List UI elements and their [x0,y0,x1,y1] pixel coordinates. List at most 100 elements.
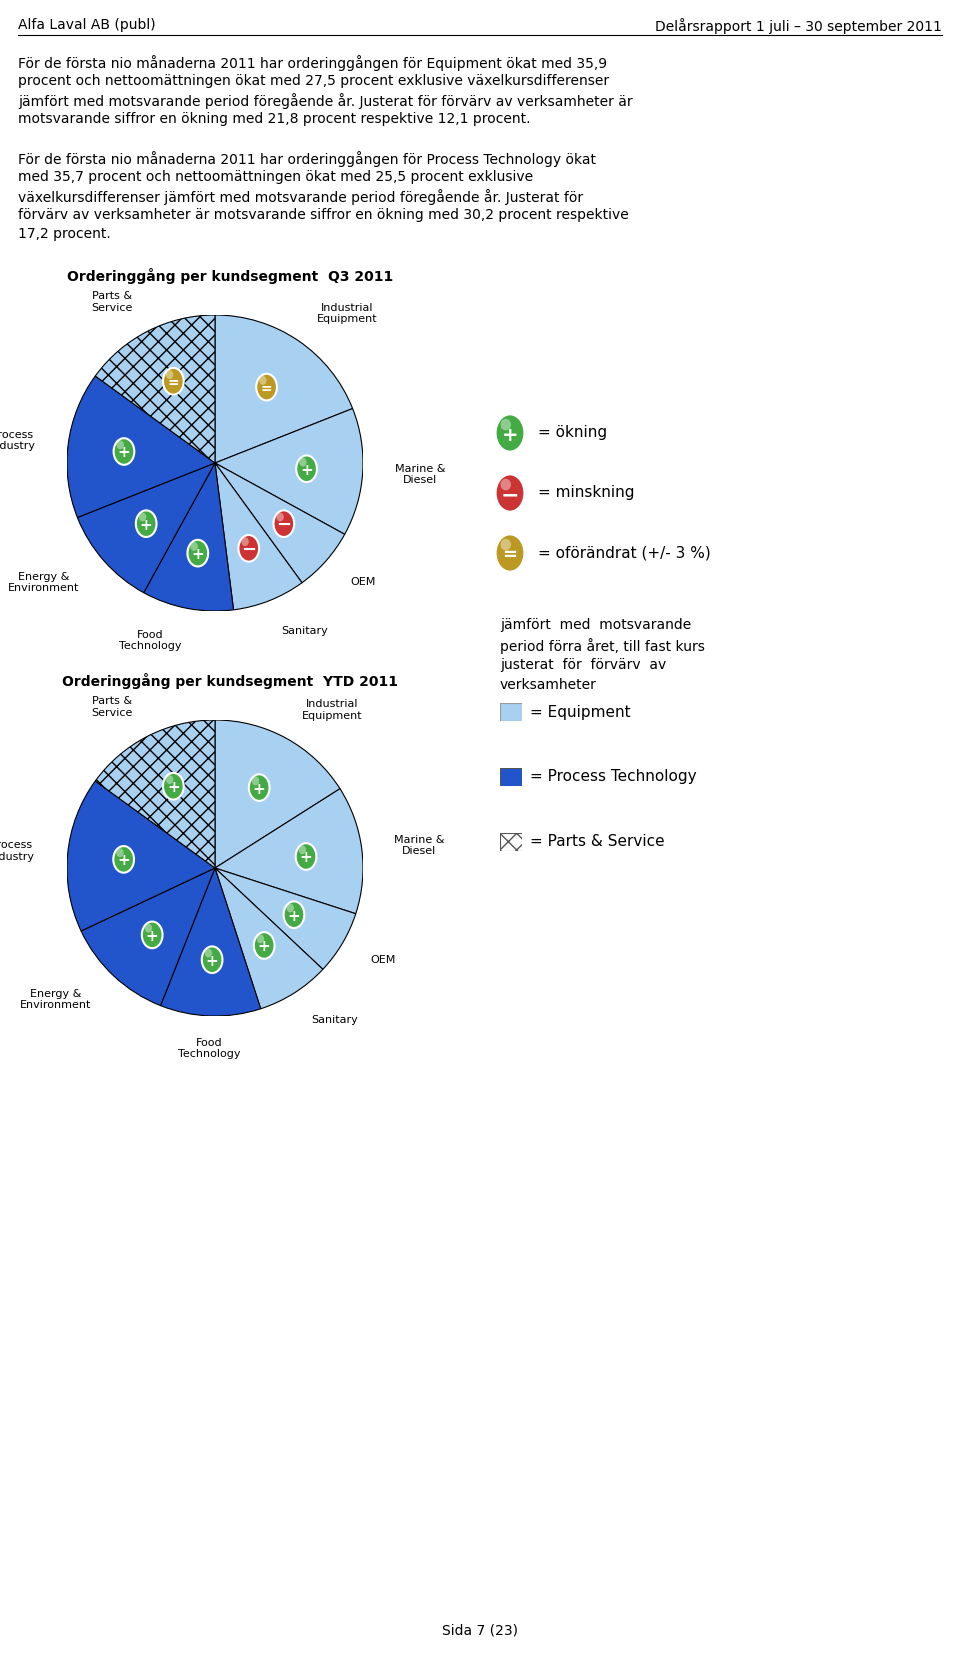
Text: +: + [288,909,300,924]
Text: =: = [168,376,180,389]
Text: = oförändrat (+/- 3 %): = oförändrat (+/- 3 %) [538,545,710,560]
Text: −: − [276,517,292,534]
Text: 17,2 procent.: 17,2 procent. [18,228,110,241]
Ellipse shape [142,921,162,949]
Text: +: + [146,929,158,944]
Wedge shape [215,720,340,868]
Text: Sida 7 (23): Sida 7 (23) [442,1624,518,1637]
Ellipse shape [297,455,317,482]
Ellipse shape [249,774,270,801]
Text: Marine &
Diesel: Marine & Diesel [395,834,444,856]
Text: +: + [300,462,313,477]
Ellipse shape [190,542,198,550]
Ellipse shape [202,946,223,972]
Text: +: + [117,445,131,460]
Text: = ökning: = ökning [538,425,607,440]
Text: +: + [252,781,266,796]
Text: Energy &
Environment: Energy & Environment [20,989,91,1010]
Text: = Process Technology: = Process Technology [530,770,697,784]
Ellipse shape [256,934,264,944]
Ellipse shape [163,367,183,394]
Text: För de första nio månaderna 2011 har orderinggången för Equipment ökat med 35,9: För de första nio månaderna 2011 har ord… [18,55,607,71]
Ellipse shape [135,510,156,537]
Text: +: + [140,517,153,532]
Ellipse shape [500,419,511,430]
Text: OEM: OEM [350,577,375,587]
Text: Food
Technology: Food Technology [178,1037,241,1059]
Ellipse shape [116,848,124,858]
Text: motsvarande siffror en ökning med 21,8 procent respektive 12,1 procent.: motsvarande siffror en ökning med 21,8 p… [18,111,531,126]
Ellipse shape [166,774,174,784]
Text: med 35,7 procent och nettoomättningen ökat med 25,5 procent exklusive: med 35,7 procent och nettoomättningen ök… [18,170,533,184]
Ellipse shape [204,949,212,957]
Text: +: + [117,853,130,868]
Text: period förra året, till fast kurs: period förra året, till fast kurs [500,638,705,653]
Ellipse shape [276,512,284,522]
Wedge shape [215,316,352,464]
Ellipse shape [495,534,525,572]
Ellipse shape [256,374,276,401]
Wedge shape [95,720,215,868]
Ellipse shape [116,440,124,449]
Text: = minskning: = minskning [538,485,635,500]
Ellipse shape [299,846,306,854]
Text: Food
Technology: Food Technology [119,630,181,652]
Text: Parts &
Service: Parts & Service [91,696,133,718]
Text: Sanitary: Sanitary [312,1015,358,1025]
Ellipse shape [296,843,317,869]
Ellipse shape [113,439,134,465]
Ellipse shape [163,773,183,799]
Ellipse shape [500,479,511,490]
Text: procent och nettoomättningen ökat med 27,5 procent exklusive växelkursdifferense: procent och nettoomättningen ökat med 27… [18,75,610,88]
Text: +: + [191,547,204,562]
Text: +: + [502,425,518,445]
Text: Alfa Laval AB (publ): Alfa Laval AB (publ) [18,18,156,32]
Text: Marine &
Diesel: Marine & Diesel [396,464,445,485]
Text: +: + [300,851,312,866]
Text: jämfört med motsvarande period föregående år. Justerat för förvärv av verksamhet: jämfört med motsvarande period föregåend… [18,93,633,110]
Wedge shape [67,376,215,517]
Wedge shape [215,789,363,914]
Text: OEM: OEM [371,956,396,966]
Ellipse shape [187,540,208,567]
Text: förvärv av verksamheter är motsvarande siffror en ökning med 30,2 procent respek: förvärv av verksamheter är motsvarande s… [18,208,629,223]
Text: Process
Industry: Process Industry [0,841,36,863]
Ellipse shape [495,414,525,452]
Text: växelkursdifferenser jämfört med motsvarande period föregående år. Justerat för: växelkursdifferenser jämfört med motsvar… [18,189,583,204]
Text: Delårsrapport 1 juli – 30 september 2011: Delårsrapport 1 juli – 30 september 2011 [655,18,942,33]
Ellipse shape [274,510,294,537]
Text: verksamheter: verksamheter [500,678,597,691]
Text: Orderinggång per kundsegment  YTD 2011: Orderinggång per kundsegment YTD 2011 [62,673,398,690]
Wedge shape [67,781,215,931]
Text: +: + [167,779,180,794]
Wedge shape [81,868,215,1006]
Wedge shape [215,868,356,969]
Wedge shape [215,409,363,534]
Text: = Equipment: = Equipment [530,705,631,720]
Ellipse shape [300,457,306,467]
Text: =: = [261,382,273,396]
Ellipse shape [113,846,134,873]
Text: Industrial
Equipment: Industrial Equipment [302,700,363,721]
Ellipse shape [283,901,304,927]
Ellipse shape [252,776,259,786]
Wedge shape [215,868,323,1009]
Text: = Parts & Service: = Parts & Service [530,834,664,849]
Ellipse shape [253,932,275,959]
Text: Parts &
Service: Parts & Service [91,291,133,312]
Text: Orderinggång per kundsegment  Q3 2011: Orderinggång per kundsegment Q3 2011 [67,268,394,284]
Wedge shape [78,464,215,593]
Text: =: = [502,547,517,563]
Ellipse shape [241,537,249,547]
Text: Energy &
Environment: Energy & Environment [9,572,80,593]
Text: Industrial
Equipment: Industrial Equipment [317,302,377,324]
Wedge shape [95,316,215,464]
Ellipse shape [500,538,511,550]
Text: Sanitary: Sanitary [281,627,328,637]
Ellipse shape [139,512,146,522]
Text: Process
Industry: Process Industry [0,429,36,450]
Ellipse shape [259,376,267,386]
Wedge shape [215,464,345,583]
Ellipse shape [287,904,294,912]
Wedge shape [215,464,302,610]
